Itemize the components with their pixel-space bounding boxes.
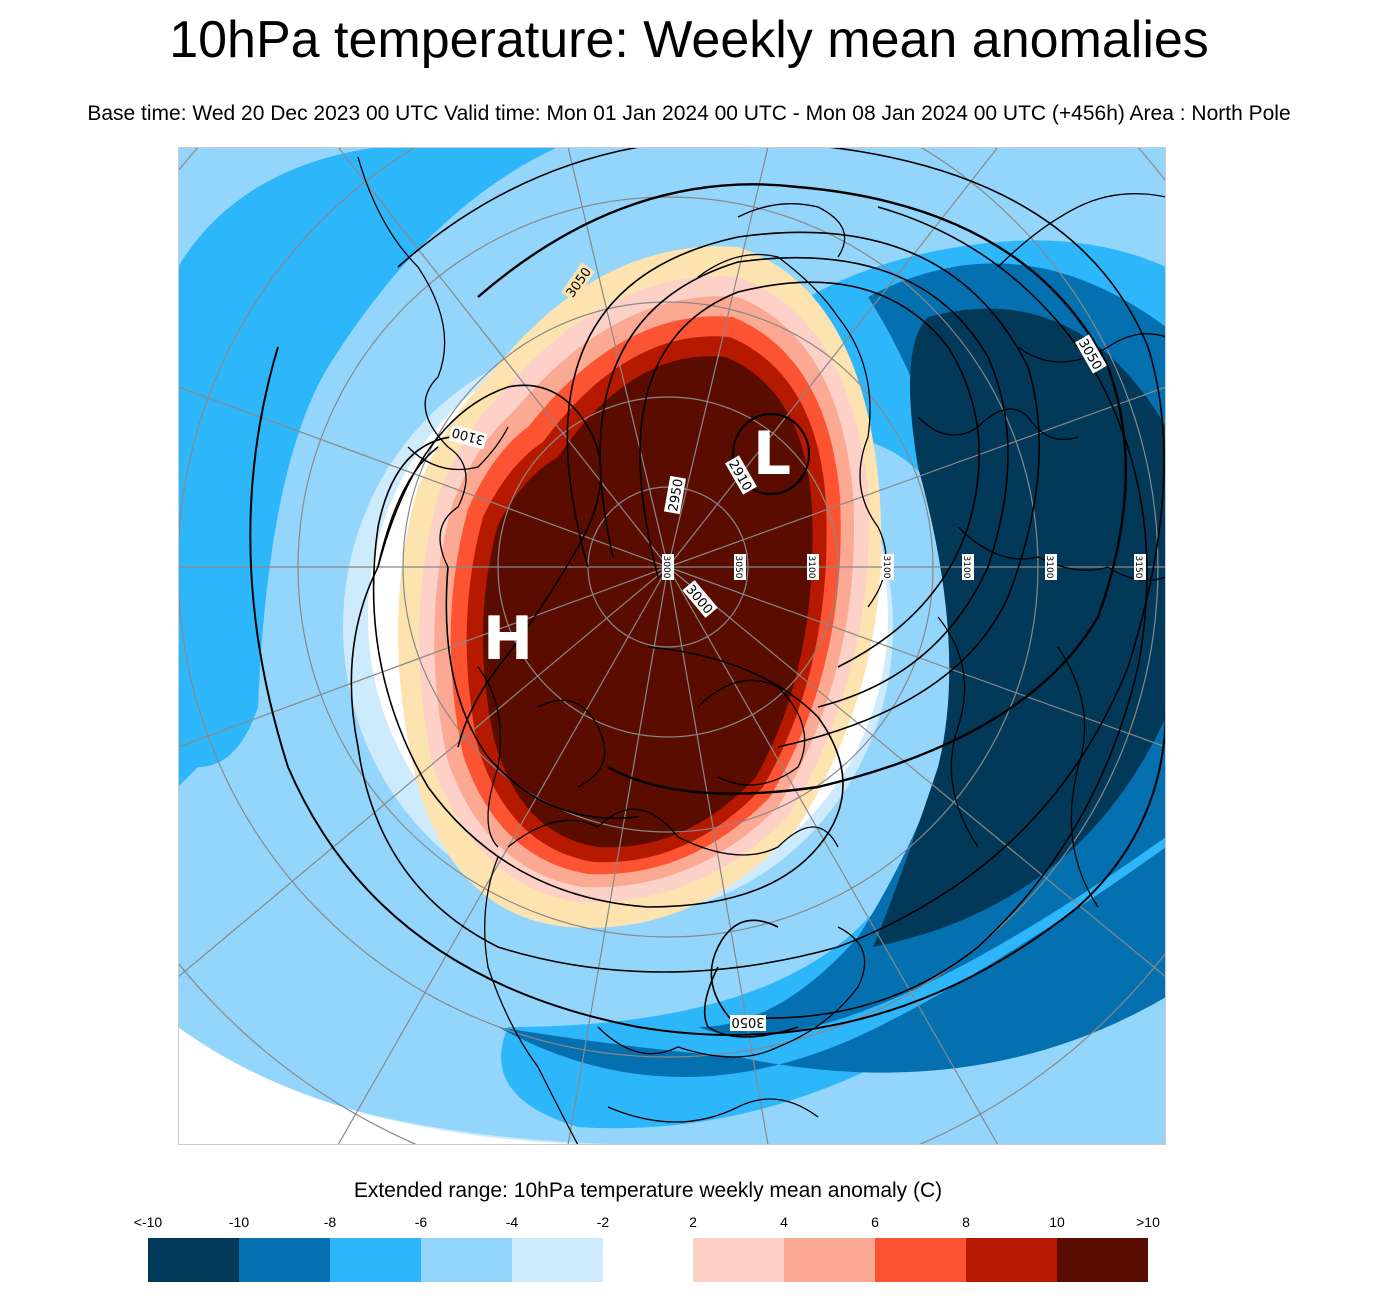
map-frame <box>178 147 1166 1145</box>
legend-tick: >10 <box>1136 1214 1160 1230</box>
legend-swatch <box>330 1238 421 1282</box>
legend-tick: 8 <box>962 1214 970 1230</box>
legend-tick: -6 <box>414 1214 428 1230</box>
anomaly-field-mid-blue-west <box>178 147 558 787</box>
legend-tick: <-10 <box>133 1214 163 1230</box>
legend-swatch <box>421 1238 512 1282</box>
legend-swatch <box>784 1238 875 1282</box>
legend-swatch <box>693 1238 784 1282</box>
contour-label: 3050 <box>731 1014 764 1029</box>
legend-swatch <box>239 1238 330 1282</box>
legend-tick: -4 <box>505 1214 519 1230</box>
legend-title: Extended range: 10hPa temperature weekly… <box>353 1179 943 1202</box>
anomaly-field-blue-south <box>498 847 1166 1077</box>
contour-label: 3100 <box>806 556 816 579</box>
low-pressure-marker: L <box>753 419 791 489</box>
contour-label: 2950 <box>666 478 687 513</box>
anomaly-field-dark-blue-east <box>873 308 1166 947</box>
contour-label: 3100 <box>1044 556 1054 579</box>
legend-swatch <box>148 1238 239 1282</box>
legend-swatch <box>966 1238 1057 1282</box>
meridian-lines <box>178 147 1166 1145</box>
coastlines <box>357 156 1166 1145</box>
high-pressure-marker: H <box>483 604 533 674</box>
polar-map: 3050 3100 2950 2910 3000 3050 3050 3000 … <box>178 147 1166 1145</box>
contour-label: 3050 <box>733 556 743 579</box>
legend-tick: 10 <box>1049 1214 1065 1230</box>
legend-tick: 2 <box>689 1214 697 1230</box>
height-contours <box>249 147 1166 1038</box>
legend-swatch <box>512 1238 603 1282</box>
anomaly-field-neutral-south <box>178 1027 598 1145</box>
legend-swatch <box>1057 1238 1148 1282</box>
map-svg: 3050 3100 2950 2910 3000 3050 3050 3000 … <box>178 147 1166 1145</box>
legend-tick: 6 <box>871 1214 879 1230</box>
contour-label: 3150 <box>1133 556 1143 579</box>
legend-swatch <box>875 1238 966 1282</box>
chart-subtitle: Base time: Wed 20 Dec 2023 00 UTC Valid … <box>87 102 1291 125</box>
legend-tick: -8 <box>323 1214 337 1230</box>
contour-label: 3100 <box>881 556 891 579</box>
contour-label: 3100 <box>961 556 971 579</box>
contour-label: 3000 <box>661 556 671 579</box>
legend-tick: -10 <box>228 1214 250 1230</box>
legend-tick: 4 <box>780 1214 788 1230</box>
legend-tick: -2 <box>596 1214 610 1230</box>
chart-title: 10hPa temperature: Weekly mean anomalies <box>169 11 1209 69</box>
